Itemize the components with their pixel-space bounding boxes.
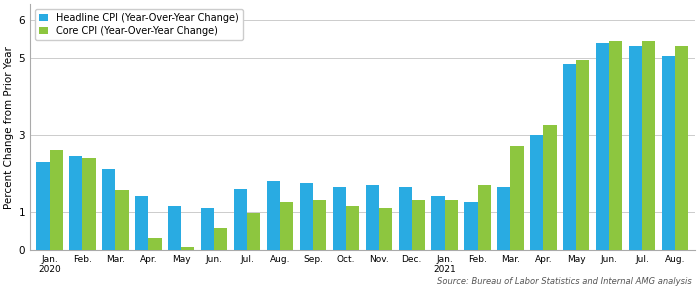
- Bar: [543, 125, 556, 250]
- Bar: [445, 200, 458, 250]
- Bar: [115, 191, 129, 250]
- Bar: [135, 196, 148, 250]
- Bar: [280, 202, 293, 250]
- Bar: [610, 41, 622, 250]
- Legend: Headline CPI (Year-Over-Year Change), Core CPI (Year-Over-Year Change): Headline CPI (Year-Over-Year Change), Co…: [35, 9, 243, 40]
- Bar: [234, 189, 247, 250]
- Bar: [214, 228, 227, 250]
- Bar: [629, 46, 642, 250]
- Bar: [398, 187, 412, 250]
- Bar: [596, 42, 610, 250]
- Bar: [102, 169, 115, 250]
- Bar: [333, 187, 346, 250]
- Bar: [148, 238, 161, 250]
- Bar: [662, 56, 675, 250]
- Bar: [477, 185, 491, 250]
- Bar: [69, 156, 82, 250]
- Bar: [464, 202, 477, 250]
- Bar: [313, 200, 326, 250]
- Bar: [168, 206, 181, 250]
- Bar: [82, 158, 96, 250]
- Bar: [36, 162, 50, 250]
- Y-axis label: Percent Change from Prior Year: Percent Change from Prior Year: [4, 46, 14, 208]
- Bar: [50, 150, 63, 250]
- Text: Source: Bureau of Labor Statistics and Internal AMG analysis: Source: Bureau of Labor Statistics and I…: [438, 277, 692, 286]
- Bar: [300, 183, 313, 250]
- Bar: [181, 247, 194, 250]
- Bar: [510, 146, 524, 250]
- Bar: [379, 208, 392, 250]
- Bar: [563, 64, 576, 250]
- Bar: [675, 46, 689, 250]
- Bar: [497, 187, 510, 250]
- Bar: [642, 41, 656, 250]
- Bar: [247, 214, 260, 250]
- Bar: [531, 135, 543, 250]
- Bar: [412, 200, 425, 250]
- Bar: [431, 196, 445, 250]
- Bar: [346, 206, 359, 250]
- Bar: [576, 60, 589, 250]
- Bar: [267, 181, 280, 250]
- Bar: [366, 185, 379, 250]
- Bar: [201, 208, 214, 250]
